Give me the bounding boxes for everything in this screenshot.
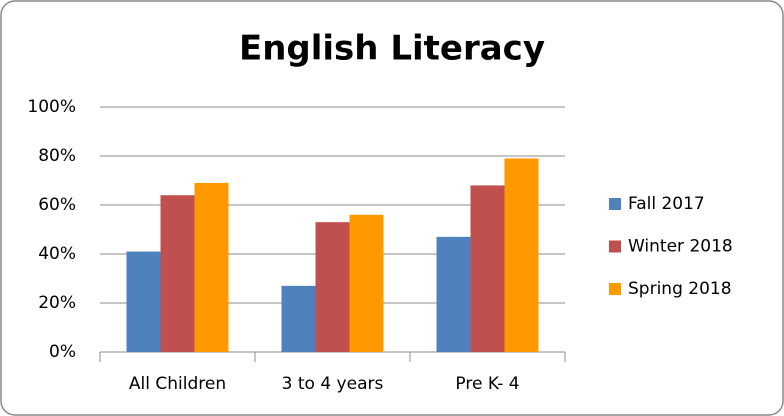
legend-label: Winter 2018 — [628, 237, 733, 257]
y-tick-label: 40% — [38, 244, 76, 264]
legend-label: Spring 2018 — [628, 279, 732, 299]
y-tick-label: 100% — [27, 97, 76, 117]
bar — [470, 185, 505, 352]
y-tick-label: 20% — [38, 293, 76, 313]
legend-swatch — [609, 198, 621, 210]
y-tick-label: 60% — [38, 195, 76, 215]
bar — [349, 214, 384, 352]
legend-label: Fall 2017 — [628, 194, 705, 214]
legend-swatch — [609, 240, 621, 253]
bar — [194, 182, 229, 352]
bar — [436, 236, 471, 352]
y-tick-label: 80% — [38, 146, 76, 166]
bar — [315, 222, 350, 352]
legend-swatch — [609, 283, 621, 295]
y-tick-label: 0% — [49, 342, 76, 362]
bar — [281, 285, 316, 352]
bar — [126, 251, 161, 352]
x-tick-label: 3 to 4 years — [282, 374, 384, 394]
chart-title: English Literacy — [239, 29, 545, 69]
bar — [160, 195, 195, 352]
x-tick-label: All Children — [129, 374, 226, 394]
bar — [504, 158, 539, 352]
x-tick-label: Pre K- 4 — [455, 374, 519, 394]
